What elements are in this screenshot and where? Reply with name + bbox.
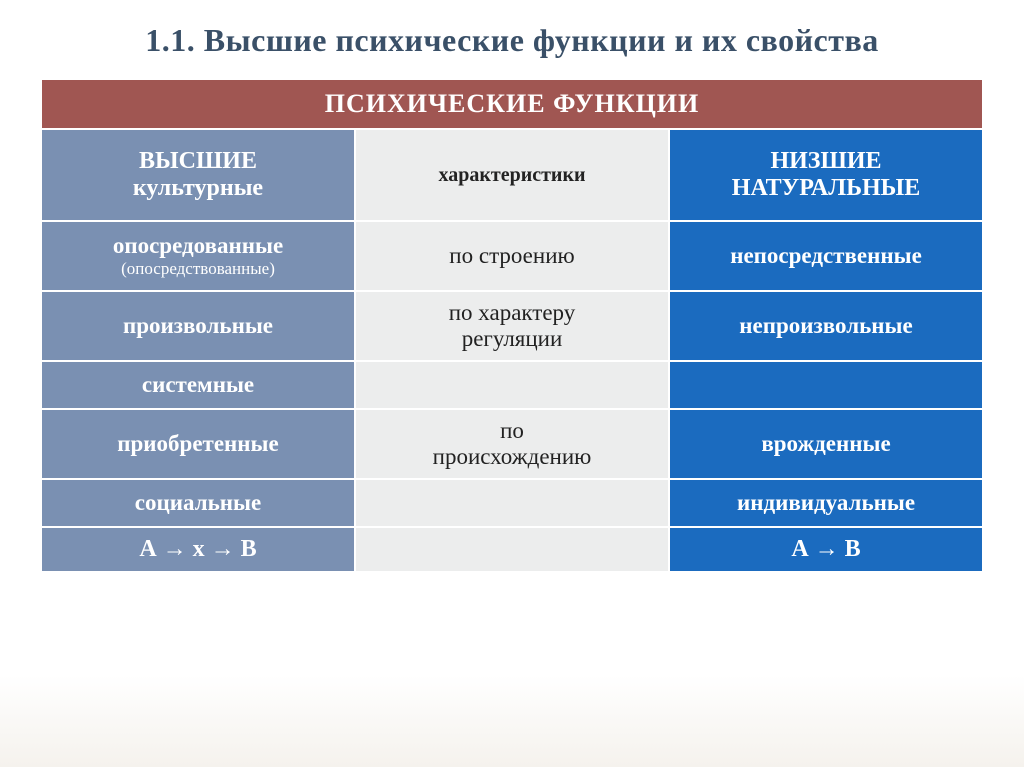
cell-mid: по характеру регуляции [355, 291, 669, 361]
table-row: произвольные по характеру регуляции непр… [41, 291, 983, 361]
header-row: ПСИХИЧЕСКИЕ ФУНКЦИИ [41, 79, 983, 129]
subhead-right-line1: НИЗШИЕ [770, 148, 881, 174]
table-row: приобретенные по происхождению врожденны… [41, 409, 983, 479]
cell-left: произвольные [41, 291, 355, 361]
subhead-mid: характеристики [355, 129, 669, 221]
cell-mid [355, 361, 669, 409]
cell-mid-line2: регуляции [462, 326, 563, 351]
cell-mid: по строению [355, 221, 669, 291]
cell-right: непосредственные [669, 221, 983, 291]
subhead-right: НИЗШИЕ НАТУРАЛЬНЫЕ [669, 129, 983, 221]
comparison-table: ПСИХИЧЕСКИЕ ФУНКЦИИ ВЫСШИЕ культурные ха… [40, 78, 984, 573]
page-title: 1.1. Высшие психические функции и их сво… [40, 20, 984, 60]
subhead-left-line1: ВЫСШИЕ [139, 148, 257, 174]
cell-right [669, 361, 983, 409]
table-header: ПСИХИЧЕСКИЕ ФУНКЦИИ [41, 79, 983, 129]
cell-right: врожденные [669, 409, 983, 479]
cell-mid-line2: происхождению [433, 444, 592, 469]
table-row: социальные индивидуальные [41, 479, 983, 527]
cell-left: приобретенные [41, 409, 355, 479]
slide: 1.1. Высшие психические функции и их сво… [0, 0, 1024, 767]
subhead-row: ВЫСШИЕ культурные характеристики НИЗШИЕ … [41, 129, 983, 221]
subhead-right-line2: НАТУРАЛЬНЫЕ [732, 175, 920, 201]
cell-right: индивидуальные [669, 479, 983, 527]
table-row: А → х → В А → В [41, 527, 983, 572]
cell-left: системные [41, 361, 355, 409]
cell-left-line2: (опосредствованные) [48, 259, 348, 279]
cell-mid-line1: по характеру [449, 300, 576, 325]
cell-right: непроизвольные [669, 291, 983, 361]
table-row: опосредованные (опосредствованные) по ст… [41, 221, 983, 291]
subhead-left: ВЫСШИЕ культурные [41, 129, 355, 221]
table-row: системные [41, 361, 983, 409]
subhead-left-line2: культурные [133, 175, 263, 201]
cell-left: опосредованные (опосредствованные) [41, 221, 355, 291]
cell-mid: по происхождению [355, 409, 669, 479]
cell-mid-line1: по [500, 418, 524, 443]
cell-mid [355, 479, 669, 527]
cell-left: А → х → В [41, 527, 355, 572]
cell-right: А → В [669, 527, 983, 572]
cell-left: социальные [41, 479, 355, 527]
cell-left-line1: опосредованные [113, 233, 283, 258]
cell-mid [355, 527, 669, 572]
